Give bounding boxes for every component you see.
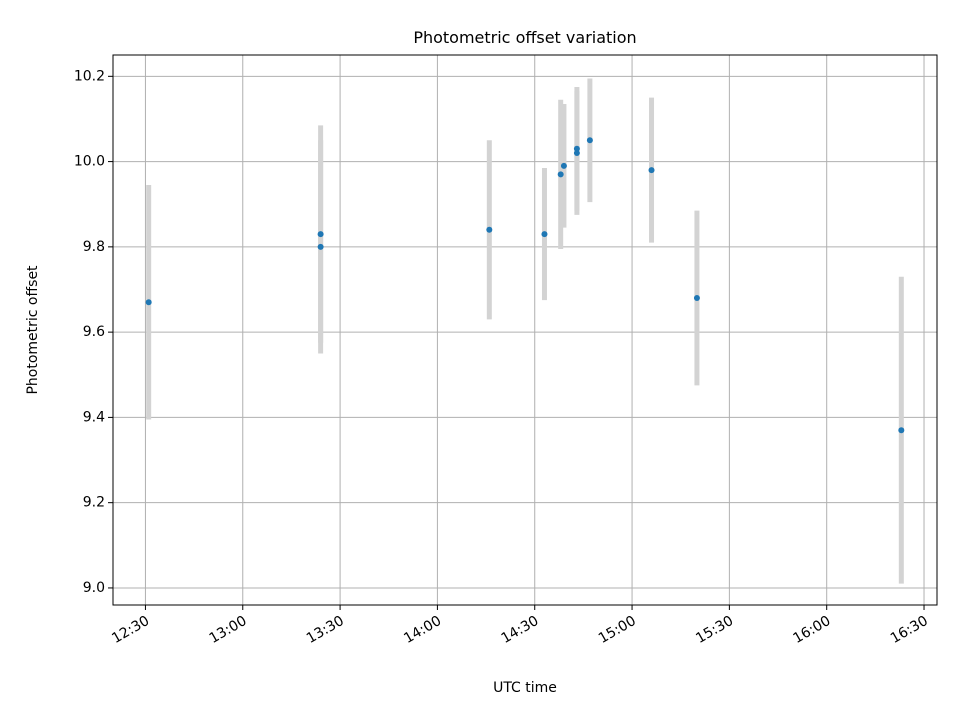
data-point [586, 137, 593, 144]
y-tick-label: 9.8 [83, 239, 105, 255]
data-point [557, 171, 564, 178]
data-points [145, 137, 905, 434]
y-tick-label: 10.2 [74, 68, 105, 84]
data-point [486, 226, 493, 233]
y-tick-label: 9.0 [83, 580, 105, 596]
data-point [898, 427, 905, 434]
data-point [560, 162, 567, 169]
data-point [145, 299, 152, 306]
y-axis-ticks: 9.0 9.2 9.4 9.6 9.8 10.0 10.2 [74, 68, 113, 596]
y-axis-label: Photometric offset [25, 265, 41, 395]
data-point [317, 231, 324, 238]
grid [113, 55, 937, 605]
data-point [693, 295, 700, 302]
y-tick-label: 9.2 [83, 495, 105, 511]
y-tick-label: 9.6 [83, 324, 105, 340]
x-axis-label: UTC time [493, 680, 557, 696]
data-point [648, 167, 655, 174]
y-tick-label: 10.0 [74, 154, 105, 170]
plot-frame [112, 54, 938, 606]
data-point [317, 243, 324, 250]
data-point [573, 145, 580, 152]
y-tick-label: 9.4 [83, 409, 105, 425]
chart-title: Photometric offset variation [413, 28, 636, 47]
data-point [541, 231, 548, 238]
data-point [573, 150, 580, 157]
